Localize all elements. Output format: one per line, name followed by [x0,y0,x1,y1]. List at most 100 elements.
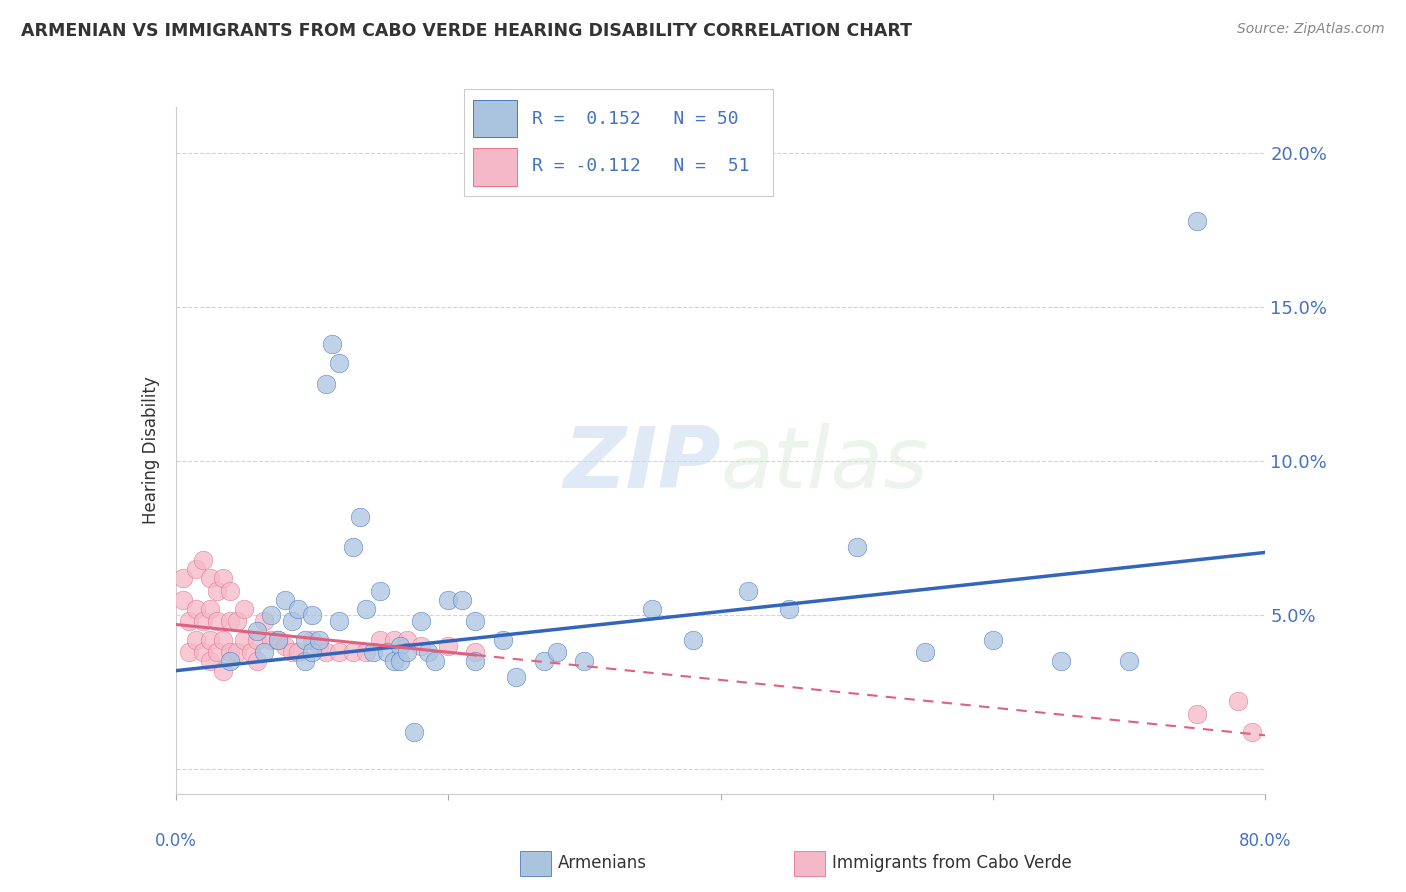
Text: Armenians: Armenians [558,854,647,871]
Text: 0.0%: 0.0% [155,831,197,850]
Point [389,655,412,669]
Point [172,571,194,585]
Text: ZIP: ZIP [562,423,721,506]
Point [294,655,316,669]
Point [186,562,208,576]
Point [409,615,432,629]
Point [574,655,596,669]
Point [198,571,221,585]
Point [342,645,364,659]
Text: atlas: atlas [721,423,928,506]
Point [287,602,309,616]
Point [437,592,460,607]
Point [267,632,290,647]
Point [179,645,201,659]
Point [191,615,214,629]
Point [280,645,302,659]
Point [274,639,297,653]
Point [1227,694,1250,708]
Text: 80.0%: 80.0% [1239,831,1292,850]
Point [328,356,350,370]
Point [737,583,759,598]
Point [179,615,201,629]
Point [404,725,426,739]
Point [409,639,432,653]
Point [205,615,228,629]
FancyBboxPatch shape [474,148,516,186]
Text: R = -0.112   N =  51: R = -0.112 N = 51 [531,157,749,175]
Point [212,664,235,678]
Point [546,645,568,659]
Point [308,632,330,647]
Point [301,645,323,659]
Point [232,632,254,647]
Point [198,602,221,616]
Text: R =  0.152   N = 50: R = 0.152 N = 50 [531,111,738,128]
Point [308,639,330,653]
Point [219,645,242,659]
Point [232,602,254,616]
Point [356,645,378,659]
Point [198,632,221,647]
Point [219,583,242,598]
Text: ARMENIAN VS IMMIGRANTS FROM CABO VERDE HEARING DISABILITY CORRELATION CHART: ARMENIAN VS IMMIGRANTS FROM CABO VERDE H… [21,22,912,40]
Point [450,592,472,607]
Point [260,632,283,647]
Point [287,645,309,659]
Point [226,615,249,629]
Point [219,655,242,669]
Point [464,615,486,629]
Point [396,645,419,659]
Point [294,632,316,647]
Point [349,509,371,524]
Point [356,602,378,616]
Point [253,615,276,629]
Point [778,602,800,616]
Text: Source: ZipAtlas.com: Source: ZipAtlas.com [1237,22,1385,37]
Point [260,608,283,623]
Point [301,632,323,647]
Point [389,639,412,653]
Point [464,645,486,659]
Y-axis label: Hearing Disability: Hearing Disability [142,376,160,524]
Point [191,553,214,567]
Point [382,655,405,669]
Point [226,645,249,659]
Point [198,655,221,669]
Point [274,592,297,607]
Point [246,655,269,669]
Point [186,602,208,616]
Point [321,337,343,351]
Point [682,632,704,647]
Point [280,615,302,629]
FancyBboxPatch shape [474,100,516,137]
Point [1187,706,1209,721]
Point [416,645,439,659]
Point [172,592,194,607]
Point [246,624,269,638]
Point [246,632,269,647]
Point [505,670,527,684]
Point [382,632,405,647]
Point [239,645,262,659]
Point [1187,214,1209,228]
Point [1118,655,1140,669]
Point [301,608,323,623]
Point [315,645,337,659]
Point [253,645,276,659]
Point [212,632,235,647]
Point [219,615,242,629]
Text: Immigrants from Cabo Verde: Immigrants from Cabo Verde [832,854,1073,871]
Point [186,632,208,647]
Point [1240,725,1263,739]
Point [368,583,391,598]
Point [375,645,398,659]
Point [267,632,290,647]
Point [437,639,460,653]
Point [1050,655,1073,669]
Point [191,645,214,659]
Point [641,602,664,616]
Point [368,632,391,647]
Point [914,645,936,659]
Point [423,655,446,669]
